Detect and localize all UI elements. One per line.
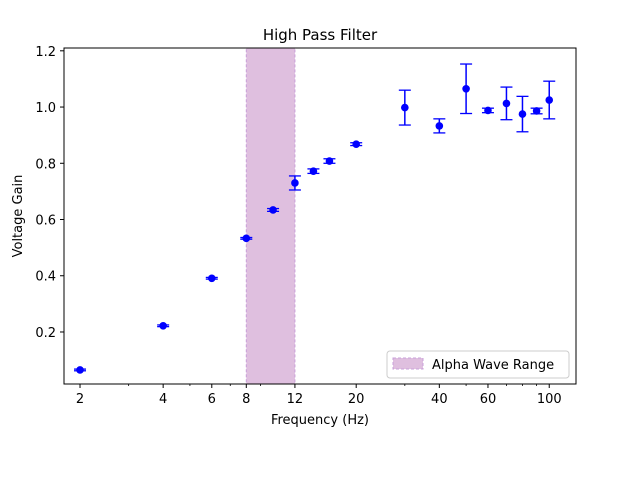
data-point — [500, 86, 513, 121]
point-marker — [207, 274, 216, 283]
y-tick-label: 1.0 — [35, 101, 56, 116]
point-marker — [462, 84, 470, 93]
x-tick-label: 40 — [431, 392, 448, 407]
y-tick-label: 1.2 — [35, 45, 56, 60]
point-marker — [269, 206, 277, 214]
legend-label: Alpha Wave Range — [432, 358, 554, 373]
point-marker — [242, 234, 251, 243]
data-point — [288, 175, 301, 191]
point-marker — [401, 103, 409, 112]
data-point — [157, 321, 170, 330]
point-marker — [435, 122, 444, 130]
x-ticks: 2 4 6 8 12 20 40 60 100 — [76, 384, 562, 407]
point-marker — [325, 157, 334, 165]
data-point — [460, 63, 473, 115]
data-point — [307, 167, 320, 175]
legend-box — [386, 350, 570, 379]
x-tick-label: 20 — [348, 392, 365, 407]
chart-title: High Pass Filter — [263, 26, 378, 44]
point-marker — [545, 96, 554, 104]
data-point — [516, 95, 529, 133]
x-tick-label: 100 — [537, 392, 562, 407]
point-marker — [352, 140, 360, 148]
data-point — [74, 366, 87, 374]
axes-frame — [63, 47, 577, 385]
data-point — [323, 157, 336, 165]
data-point — [205, 274, 218, 283]
y-axis-label: Voltage Gain — [11, 175, 26, 258]
y-tick-label: 0.8 — [35, 157, 56, 172]
point-marker — [518, 110, 527, 118]
point-marker — [532, 107, 541, 115]
x-tick-label: 60 — [480, 392, 497, 407]
point-marker — [76, 366, 84, 374]
x-tick-label: 6 — [208, 392, 216, 407]
legend-swatch-alpha-wave-range — [392, 357, 424, 370]
data-point — [530, 107, 543, 115]
y-ticks: 0.2 0.4 0.6 0.8 1.0 1.2 — [35, 45, 64, 341]
data-point — [350, 140, 363, 148]
point-marker — [502, 99, 511, 108]
data-point — [267, 206, 280, 214]
x-tick-label: 2 — [76, 392, 84, 407]
point-marker — [291, 179, 299, 187]
data-point — [398, 89, 411, 126]
data-point — [433, 118, 446, 134]
x-axis-label: Frequency (Hz) — [271, 413, 369, 428]
data-point — [240, 234, 253, 243]
x-tick-label: 12 — [287, 392, 304, 407]
data-marks-layer — [74, 63, 556, 374]
point-marker — [309, 167, 318, 175]
point-marker — [484, 106, 492, 115]
x-tick-label: 8 — [242, 392, 250, 407]
shaded-region-layer — [245, 47, 296, 385]
y-tick-label: 0.2 — [35, 326, 56, 341]
x-tick-label: 4 — [159, 392, 167, 407]
data-point — [481, 106, 494, 115]
legend: Alpha Wave Range — [386, 350, 570, 379]
alpha-wave-range-band — [245, 47, 296, 385]
y-tick-label: 0.4 — [35, 270, 56, 285]
data-point — [543, 80, 556, 120]
point-marker — [159, 321, 167, 330]
y-tick-label: 0.6 — [35, 214, 56, 229]
